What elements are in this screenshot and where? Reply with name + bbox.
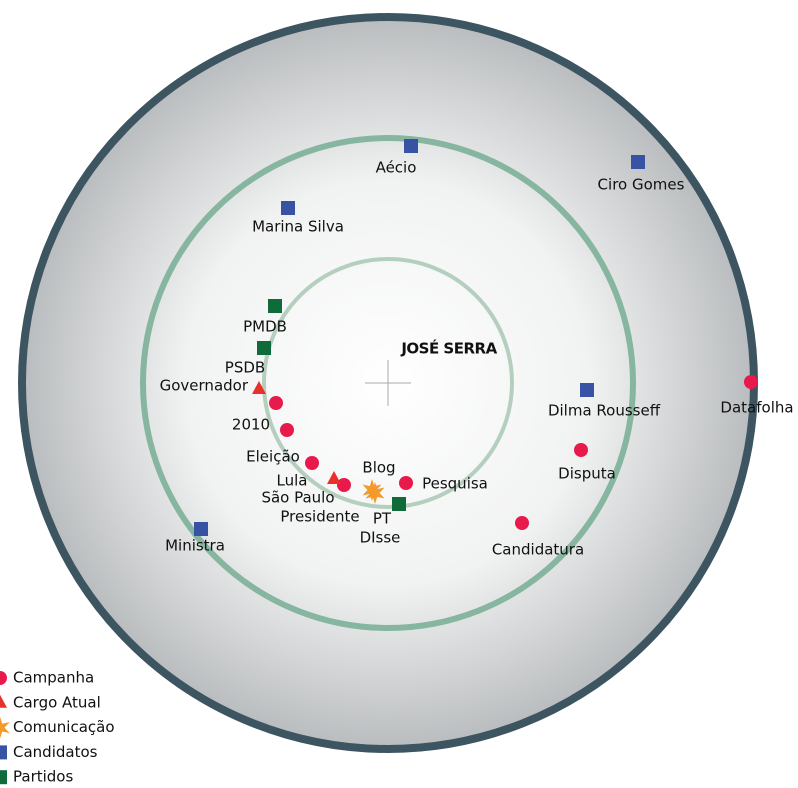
marker-square [281,201,295,215]
marker-circle [337,478,351,492]
marker-triangle [0,694,7,708]
node-label: Presidente [280,508,359,526]
marker-square [392,497,406,511]
center-label: JOSÉ SERRA [400,339,497,358]
marker-circle [399,476,413,490]
marker-circle [269,396,283,410]
node-label: Governador [160,377,249,395]
node-label: Candidatura [492,541,584,559]
marker-circle [515,516,529,530]
marker-square [580,383,594,397]
node-label: 2010 [232,416,270,434]
marker-square [0,770,7,785]
marker-circle [280,423,294,437]
legend-label: Campanha [13,669,94,687]
legend-label: Partidos [13,768,73,786]
node-label: Pesquisa [422,475,488,493]
node-label: Dilma Rousseff [548,402,661,420]
legend-label: Candidatos [13,743,98,761]
node-label: PMDB [243,318,287,336]
marker-triangle [252,381,266,394]
marker-square [631,155,645,169]
marker-triangle [327,471,341,484]
node-label: DIsse [360,529,401,547]
node-label: Eleição [246,448,300,466]
node-label: PT [373,510,392,528]
marker-square [268,299,282,313]
node-label: Datafolha [720,399,793,417]
marker-circle [744,375,758,389]
legend-label: Cargo Atual [13,693,101,711]
node-label: Disputa [558,465,616,483]
marker-star [365,482,385,504]
marker-square [194,522,208,536]
node-label: Lula [277,472,308,490]
node-label: Ciro Gomes [598,176,685,194]
marker-square [0,745,7,760]
node-label: Ministra [165,537,225,555]
marker-square [257,341,271,355]
inner-ring [262,257,514,509]
marker-circle [574,443,588,457]
node-label: São Paulo [261,489,334,507]
node-label: PSDB [225,359,265,377]
marker-star [0,716,10,739]
node-label: Marina Silva [252,218,344,236]
marker-circle [0,671,7,685]
marker-circle [305,456,319,470]
marker-square [404,139,418,153]
legend-label: Comunicação [13,718,115,736]
node-label: Blog [362,459,395,477]
node-label: Aécio [376,159,417,177]
middle-ring [140,135,636,631]
